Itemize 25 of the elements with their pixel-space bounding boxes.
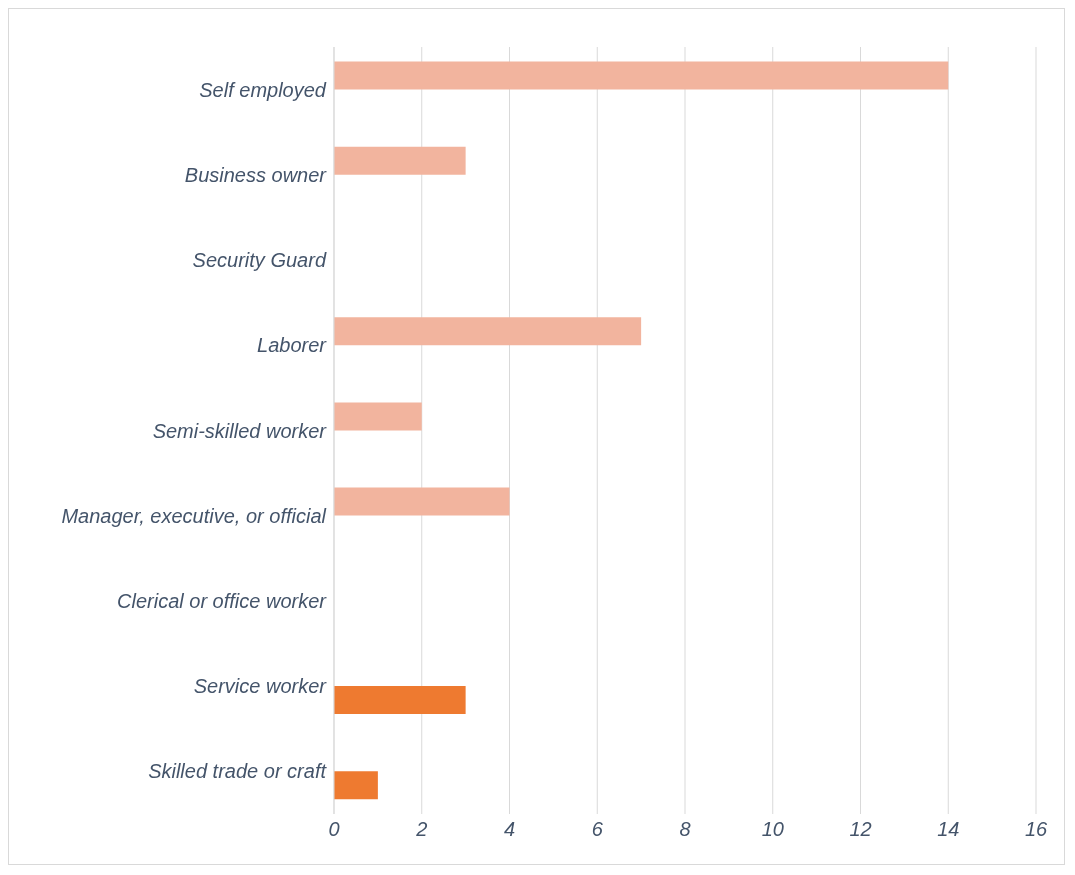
bar — [334, 686, 466, 715]
bar — [334, 317, 642, 346]
y-tick-label: Laborer — [257, 334, 328, 357]
y-tick-label: Clerical or office worker — [117, 590, 328, 613]
y-tick-label: Security Guard — [192, 249, 327, 272]
x-tick-label: 4 — [503, 818, 516, 841]
bar — [334, 402, 422, 431]
x-tick-label: 8 — [679, 818, 691, 841]
x-tick-label: 16 — [1024, 818, 1048, 841]
y-tick-label: Manager, executive, or official — [61, 504, 327, 527]
x-tick-label: 14 — [937, 818, 960, 841]
bar — [334, 146, 466, 175]
y-tick-label: Service worker — [193, 675, 328, 698]
y-tick-label: Skilled trade or craft — [148, 760, 328, 783]
y-tick-label: Business owner — [184, 163, 328, 186]
bar — [334, 61, 949, 90]
x-tick-label: 12 — [849, 818, 872, 841]
bar — [334, 487, 510, 516]
x-tick-label: 10 — [761, 818, 784, 841]
x-tick-label: 6 — [591, 818, 604, 841]
bar — [334, 771, 378, 800]
x-tick-label: 0 — [328, 818, 340, 841]
x-tick-label: 2 — [415, 818, 428, 841]
y-tick-label: Semi-skilled worker — [152, 419, 328, 442]
y-tick-label: Self employed — [199, 78, 327, 101]
